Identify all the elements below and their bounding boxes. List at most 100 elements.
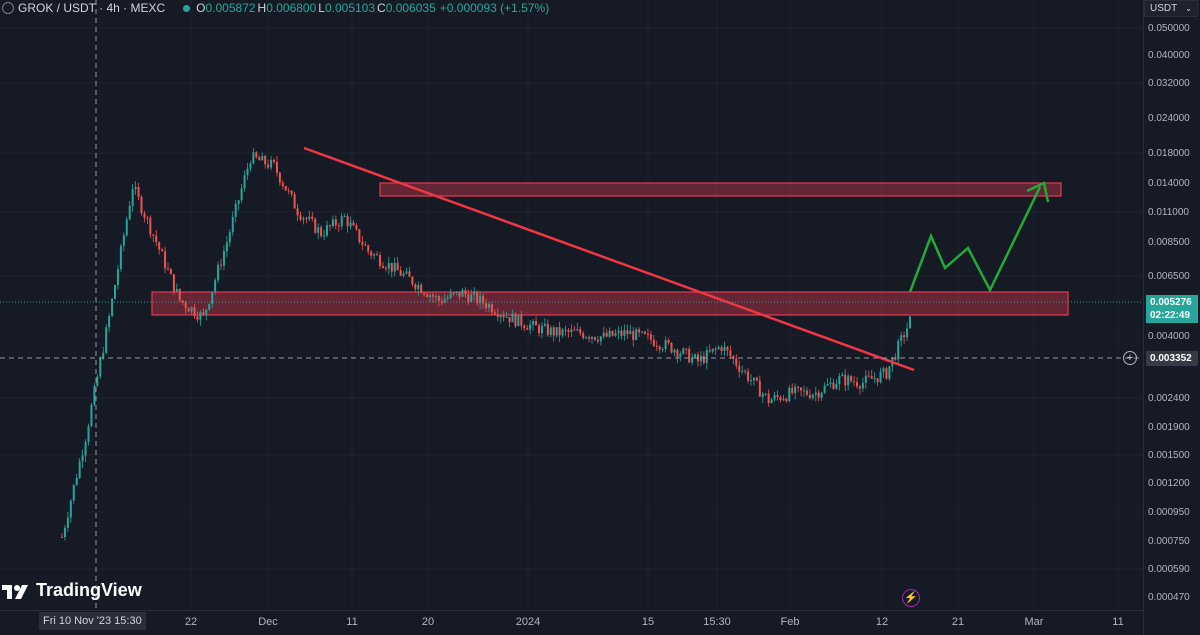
candle-down (476, 292, 479, 304)
candle-down (726, 346, 729, 351)
candle-down (626, 330, 629, 335)
open-value: 0.005872 (205, 1, 256, 15)
projection-path[interactable] (908, 186, 1042, 293)
candle-up (302, 218, 305, 220)
candle-up (811, 394, 814, 399)
candle-up (820, 392, 823, 398)
ohlc-legend: GROK / USDT · 4h · MEXC O 0.005872 H 0.006… (2, 0, 551, 16)
candle-up (231, 216, 234, 233)
candle-down (502, 315, 505, 318)
candle-up (317, 227, 320, 233)
candle-down (337, 225, 340, 227)
candle-up (326, 225, 328, 236)
candle-down (744, 370, 747, 372)
candle-down (885, 368, 888, 379)
symbol-title[interactable]: GROK / USDT · 4h · MEXC (18, 1, 166, 15)
candle-down (464, 290, 467, 295)
candle-down (776, 395, 779, 397)
candle-down (670, 342, 673, 353)
candle-down (281, 182, 284, 187)
candle-down (596, 339, 599, 342)
candle-up (175, 288, 178, 292)
candle-down (520, 314, 523, 326)
candle-up (803, 390, 805, 392)
candle-up (764, 393, 767, 395)
market-status-icon (183, 4, 191, 12)
candle-up (111, 298, 114, 316)
candle-up (487, 304, 490, 309)
currency-selector[interactable]: USDT ⌄ (1144, 0, 1198, 17)
support-zone[interactable] (151, 291, 1069, 316)
candle-down (367, 245, 370, 252)
candle-up (823, 385, 826, 393)
candle-down (314, 218, 317, 233)
candle-up (461, 290, 464, 297)
chevron-down-icon: ⌄ (1185, 4, 1192, 13)
candle-up (838, 376, 841, 385)
candle-up (340, 216, 343, 227)
candle-down (546, 323, 549, 335)
candle-down (399, 270, 402, 276)
candle-down (579, 329, 582, 334)
resistance-zone[interactable] (379, 182, 1062, 197)
candle-down (290, 190, 293, 195)
change-value: +0.000093 (+1.57%) (439, 1, 550, 15)
candle-down (287, 190, 290, 192)
candle-up (373, 254, 376, 256)
candle-down (352, 222, 355, 226)
candle-down (870, 376, 873, 379)
candle-down (817, 392, 820, 398)
candle-down (605, 332, 608, 337)
candle-up (90, 404, 93, 427)
candle-up (81, 455, 84, 462)
price-label: 0.014000 (1148, 178, 1190, 189)
price-label: 0.024000 (1148, 113, 1190, 124)
candle-up (614, 333, 617, 336)
candle-down (832, 382, 835, 389)
candle-down (273, 159, 275, 162)
candle-up (308, 216, 311, 219)
candle-up (217, 264, 220, 281)
candle-down (167, 268, 169, 270)
candle-down (552, 327, 555, 336)
candle-down (514, 313, 517, 327)
candle-down (334, 219, 337, 226)
candle-down (493, 312, 496, 315)
price-label: 0.001500 (1148, 450, 1190, 461)
candle-down (296, 208, 299, 216)
candle-up (75, 477, 78, 485)
add-alert-plus-icon[interactable]: + (1123, 351, 1137, 365)
candle-down (867, 375, 870, 377)
candle-down (853, 381, 856, 383)
price-label: 0.000470 (1148, 592, 1190, 603)
candle-up (473, 292, 476, 295)
candle-down (184, 302, 187, 309)
lightning-icon[interactable]: ⚡ (902, 589, 920, 607)
candle-down (702, 356, 705, 364)
candle-up (847, 376, 850, 386)
candle-down (311, 216, 314, 219)
candle-down (856, 382, 858, 387)
candle-up (119, 245, 122, 270)
tradingview-logo[interactable]: TradingView (0, 580, 142, 601)
candle-up (752, 377, 755, 381)
candle-up (343, 215, 346, 217)
candle-down (490, 304, 493, 313)
candle-up (617, 330, 620, 334)
candle-down (535, 321, 538, 326)
candle-up (78, 461, 81, 478)
candle-up (897, 340, 900, 360)
candle-up (393, 262, 396, 272)
candle-down (255, 152, 258, 158)
candle-up (225, 242, 228, 252)
candle-down (178, 288, 181, 301)
candle-up (599, 336, 602, 342)
candle-down (482, 295, 485, 304)
descending-trendline[interactable] (303, 146, 915, 372)
current-price-value: 0.005276 (1150, 297, 1192, 308)
candle-down (437, 296, 440, 301)
time-label: Dec (258, 616, 278, 628)
candle-down (767, 393, 770, 404)
candle-down (644, 331, 646, 334)
